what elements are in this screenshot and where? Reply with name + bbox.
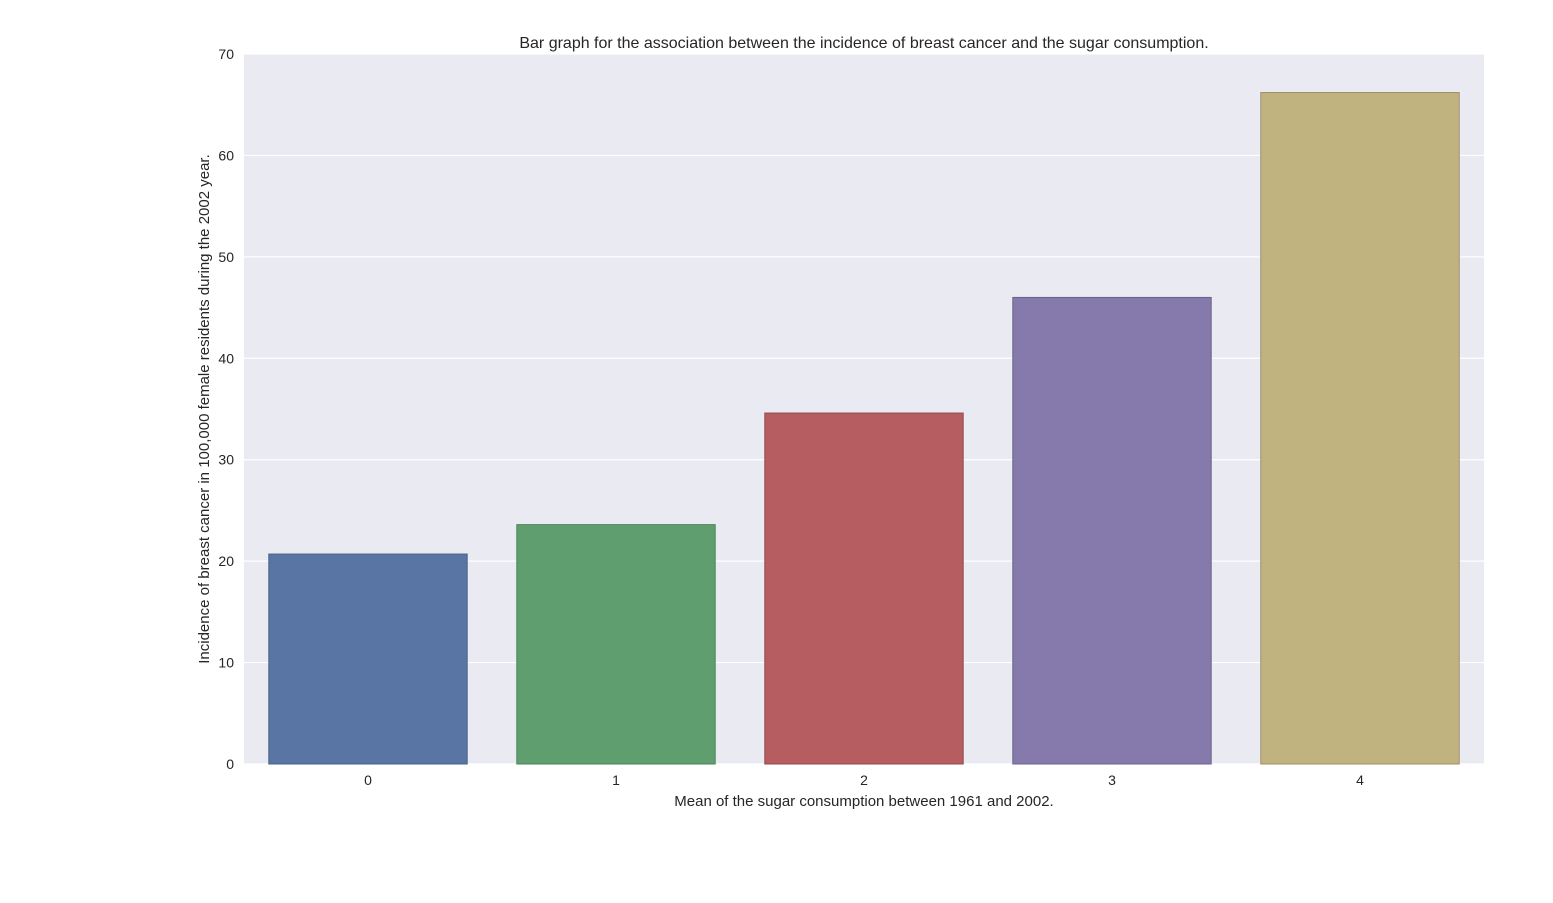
bar-1 [516, 524, 716, 765]
x-axis-label: Mean of the sugar consumption between 19… [674, 793, 1053, 810]
y-tick-label: 60 [218, 147, 234, 163]
x-tick-label: 1 [612, 772, 620, 788]
bar-2 [764, 412, 964, 765]
x-axis-ticks: 0 1 2 3 4 [364, 772, 1364, 788]
bar-0 [268, 553, 468, 765]
x-tick-label: 0 [364, 772, 372, 788]
y-axis-ticks: 0 10 20 30 40 50 60 70 [218, 46, 234, 772]
x-tick-label: 4 [1356, 772, 1364, 788]
y-axis-label: Incidence of breast cancer in 100,000 fe… [196, 154, 213, 664]
x-tick-label: 3 [1108, 772, 1116, 788]
bar-4 [1260, 92, 1460, 765]
y-tick-label: 70 [218, 46, 234, 62]
x-tick-label: 2 [860, 772, 868, 788]
y-tick-label: 50 [218, 249, 234, 265]
y-tick-label: 20 [218, 553, 234, 569]
chart-title: Bar graph for the association between th… [519, 35, 1208, 52]
y-tick-label: 30 [218, 452, 234, 468]
bar-3 [1012, 296, 1212, 765]
y-tick-label: 0 [226, 756, 234, 772]
y-tick-label: 10 [218, 655, 234, 671]
y-tick-label: 40 [218, 350, 234, 366]
bars [268, 92, 1460, 765]
